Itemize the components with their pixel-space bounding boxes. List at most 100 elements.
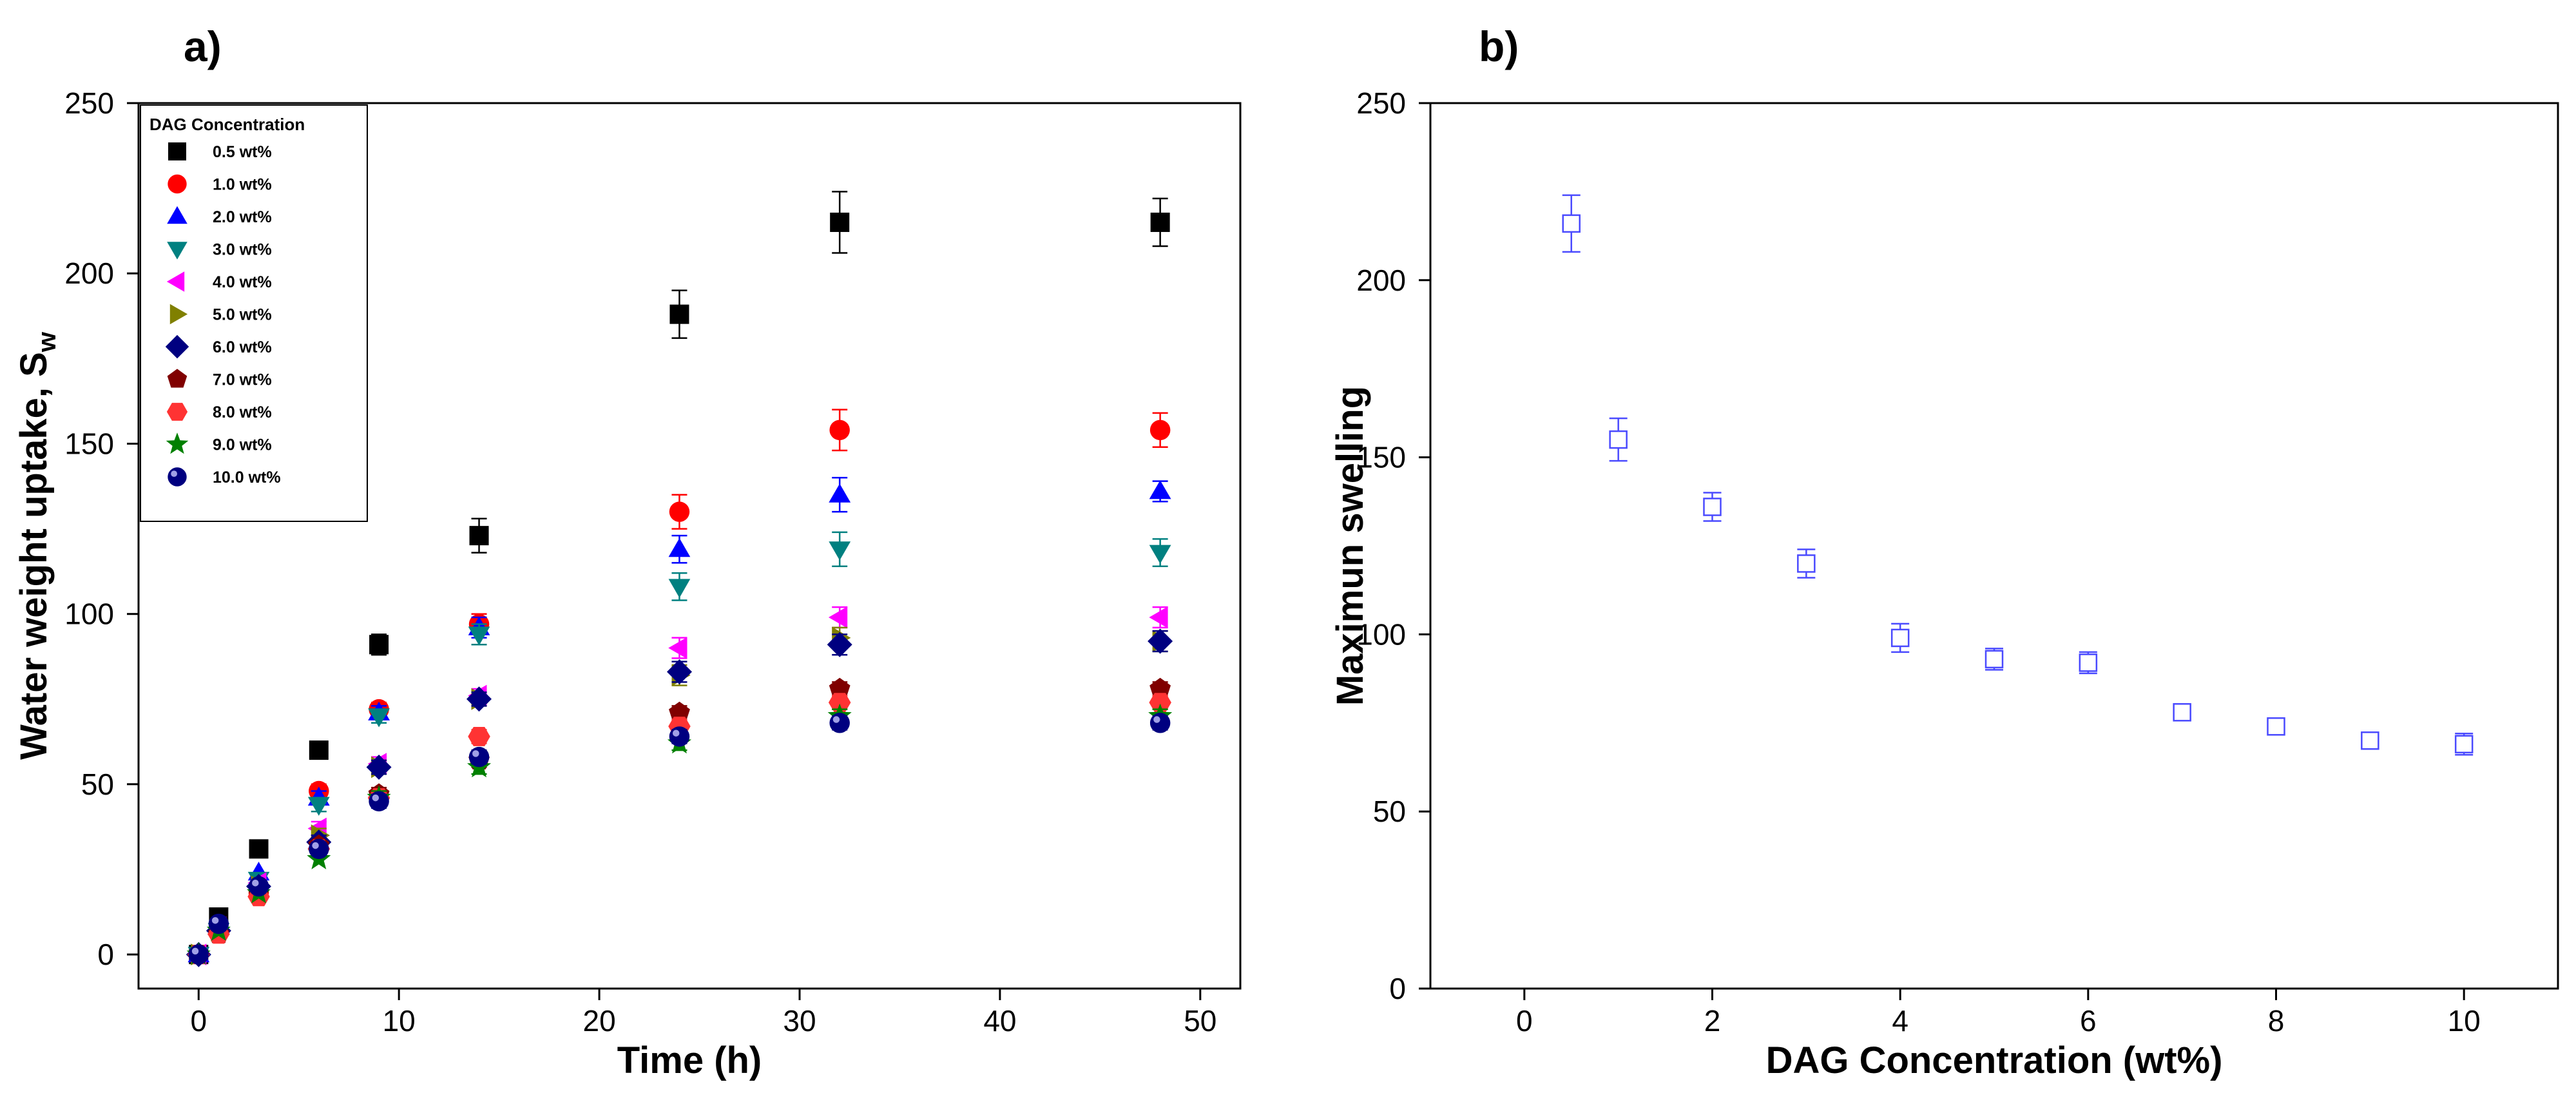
- legend-marker: [167, 206, 187, 224]
- panel-b-x-tick-label: 4: [1892, 1004, 1908, 1038]
- legend-label: 8.0 wt%: [213, 403, 272, 421]
- legend-label: 4.0 wt%: [213, 273, 272, 291]
- data-point: [369, 635, 389, 655]
- data-point: [829, 677, 851, 698]
- data-point: [2361, 731, 2379, 750]
- data-point: [667, 659, 692, 684]
- data-point: [1703, 498, 1722, 516]
- data-point: [1797, 554, 1816, 573]
- data-point: [468, 626, 490, 646]
- data-point: [668, 637, 687, 659]
- legend-marker: [165, 334, 189, 359]
- data-point: [829, 420, 850, 441]
- data-point: [669, 304, 689, 324]
- legend-marker: [167, 369, 187, 388]
- panel-b-y-axis-title: Maximun swelling: [1329, 386, 1371, 706]
- data-point: [1149, 677, 1171, 698]
- data-point: [829, 713, 850, 733]
- panel-a-y-tick-label: 250: [64, 86, 114, 120]
- data-point: [1149, 713, 1171, 733]
- legend-marker: [169, 304, 188, 325]
- data-point: [469, 526, 489, 546]
- data-point: [1149, 606, 1168, 628]
- panel-b-label: b): [1479, 23, 1519, 70]
- data-point: [309, 740, 329, 760]
- legend-item-5-0-wt: 5.0 wt%: [169, 304, 272, 325]
- panel-a-x-axis-title: Time (h): [617, 1039, 762, 1081]
- panel-a-y-tick-label: 100: [64, 597, 114, 631]
- panel-a-label: a): [184, 23, 222, 70]
- data-point: [1149, 420, 1171, 441]
- data-point: [830, 212, 850, 232]
- panel-a-y-tick-label: 200: [64, 256, 114, 290]
- legend-marker: [168, 467, 187, 487]
- data-point: [468, 746, 490, 768]
- data-point: [828, 693, 851, 712]
- data-point: [249, 839, 269, 859]
- data-point: [2267, 717, 2285, 736]
- legend-item-8-0-wt: 8.0 wt%: [166, 403, 272, 421]
- legend-marker: [166, 432, 189, 454]
- data-point: [1149, 693, 1171, 712]
- legend-marker: [166, 403, 188, 421]
- data-point: [208, 913, 229, 934]
- panel-b-y-tick-label: 150: [1356, 441, 1406, 474]
- data-point: [1148, 628, 1173, 654]
- data-point: [1609, 430, 1628, 449]
- legend-item-10-0-wt: 10.0 wt%: [168, 467, 281, 487]
- legend-marker: [168, 142, 186, 160]
- legend-label: 6.0 wt%: [213, 338, 272, 356]
- legend-marker: [166, 271, 185, 292]
- data-point: [668, 579, 691, 598]
- legend-label: 2.0 wt%: [213, 208, 272, 226]
- panel-b-y-tick-label: 250: [1356, 86, 1406, 120]
- data-point: [669, 726, 690, 747]
- panel-a-legend: DAG Concentration 0.5 wt% 1.0 wt% 2.0 wt% 3…: [140, 104, 368, 522]
- panel-a-y-tick-label: 50: [81, 768, 114, 801]
- data-point: [827, 632, 852, 657]
- data-point: [668, 538, 691, 557]
- panel-b-y-tick-label: 200: [1356, 264, 1406, 297]
- data-point: [188, 944, 209, 965]
- panel-b-y-tick-label: 0: [1389, 972, 1406, 1005]
- panel-a-y-axis-title-sub: w: [33, 331, 61, 353]
- panel-b-x-tick-label: 2: [1704, 1004, 1721, 1038]
- data-point: [2173, 703, 2191, 722]
- data-point: [829, 541, 851, 561]
- legend-item-3-0-wt: 3.0 wt%: [167, 241, 272, 260]
- data-point: [1985, 650, 2004, 669]
- panel-b-x-tick-label: 10: [2448, 1004, 2481, 1038]
- data-point: [2454, 735, 2474, 754]
- legend-item-4-0-wt: 4.0 wt%: [166, 271, 272, 292]
- legend-label: 10.0 wt%: [213, 469, 281, 487]
- panel-a-plot-frame: [137, 102, 1242, 990]
- data-point: [669, 501, 690, 522]
- panel-a-x-tick-label: 20: [583, 1004, 616, 1038]
- panel-a-x-tick-label: 50: [1184, 1004, 1216, 1038]
- data-point: [1149, 480, 1171, 499]
- legend-item-2-0-wt: 2.0 wt%: [167, 206, 272, 226]
- panel-a-x-tick-label: 0: [190, 1004, 207, 1038]
- panel-b-x-axis-title: DAG Concentration (wt%): [1766, 1039, 2223, 1081]
- panel-b-series: [1562, 194, 2474, 756]
- data-point: [307, 797, 330, 816]
- legend-marker: [167, 242, 187, 260]
- data-point: [369, 791, 389, 812]
- data-point: [828, 606, 848, 628]
- panel-a-y-tick-label: 150: [64, 427, 114, 460]
- legend-item-7-0-wt: 7.0 wt%: [167, 369, 272, 389]
- panel-a-y-axis-title-main: Water weight uptake, S: [13, 352, 55, 760]
- panel-b-plot-frame: [1429, 102, 2559, 990]
- data-point: [248, 876, 269, 897]
- data-point: [309, 838, 329, 860]
- series-6-0-wt: [186, 628, 1173, 967]
- data-point: [1150, 212, 1170, 232]
- legend-label: 3.0 wt%: [213, 241, 272, 259]
- data-point: [368, 708, 390, 728]
- data-point: [829, 483, 851, 503]
- panel-a-axes: 0 10 20 30 40 50 0 50 100 150 200 250: [64, 86, 1216, 1038]
- data-point: [468, 727, 490, 746]
